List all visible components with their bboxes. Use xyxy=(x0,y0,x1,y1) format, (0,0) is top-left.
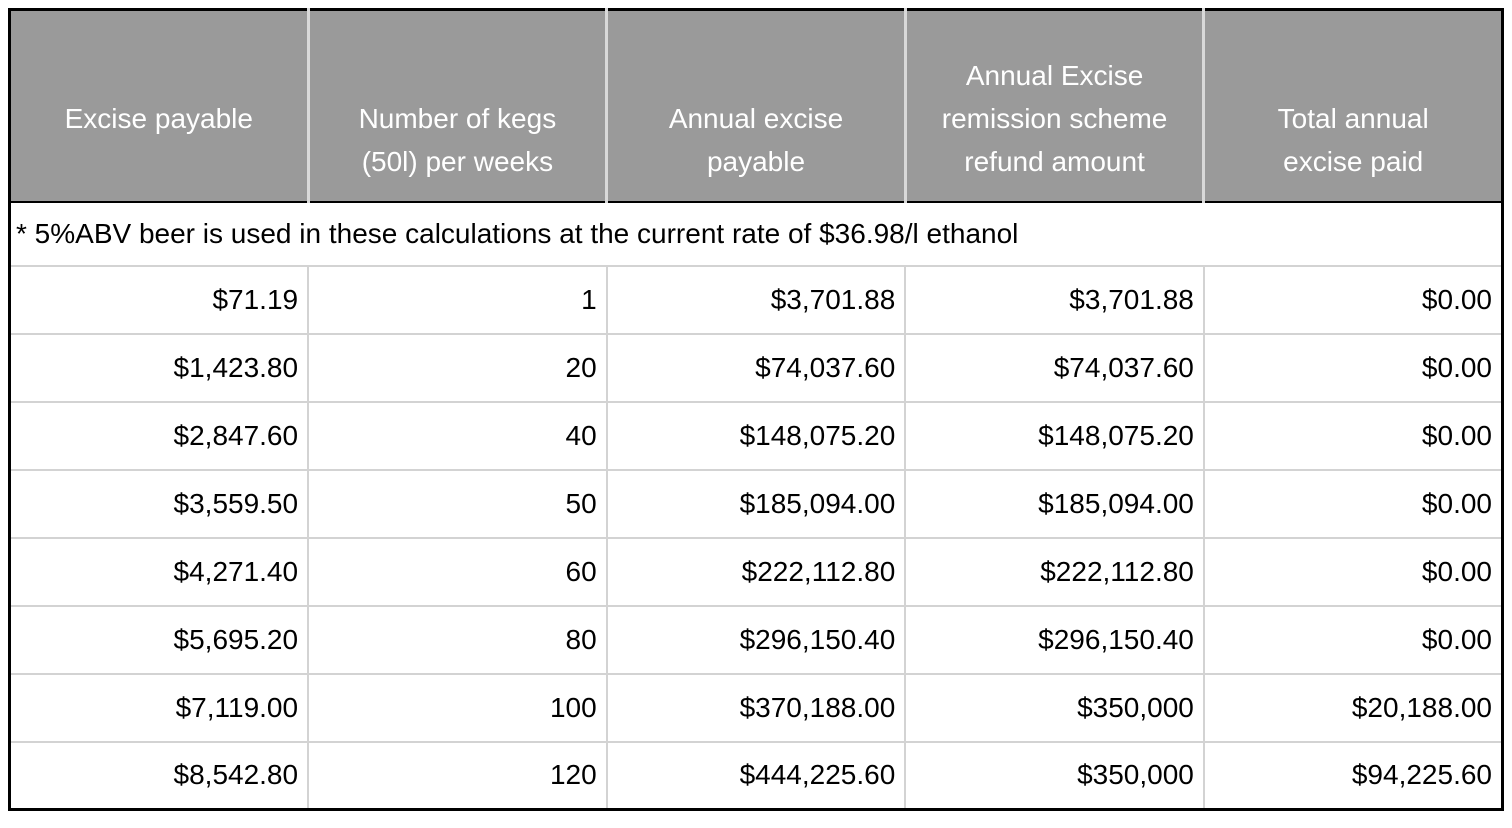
table-cell: $8,542.80 xyxy=(9,741,310,810)
table-cell: 1 xyxy=(308,265,608,335)
table-cell: $350,000 xyxy=(905,741,1205,810)
note-row: * 5%ABV beer is used in these calculatio… xyxy=(9,201,1503,267)
table-cell: 120 xyxy=(308,741,608,810)
table-cell: $0.00 xyxy=(1203,401,1503,471)
table-cell: $148,075.20 xyxy=(606,401,907,471)
table-cell: $2,847.60 xyxy=(9,401,310,471)
excise-table: Excise payable Number of kegs (50l) per … xyxy=(8,8,1504,811)
header-cell-number-of-kegs: Number of kegs (50l) per weeks xyxy=(308,9,609,203)
table-cell: $74,037.60 xyxy=(905,333,1205,403)
table-cell: $1,423.80 xyxy=(9,333,310,403)
table-cell: $0.00 xyxy=(1203,537,1503,607)
table-row: $8,542.80 120 $444,225.60 $350,000 $94,225.6… xyxy=(9,741,1503,810)
header-cell-annual-excise-payable: Annual excise payable xyxy=(606,9,907,203)
table-cell: $3,701.88 xyxy=(606,265,907,335)
table-cell: $20,188.00 xyxy=(1203,673,1503,743)
table-cell: $222,112.80 xyxy=(606,537,907,607)
table-cell: $3,559.50 xyxy=(9,469,310,539)
table-cell: $71.19 xyxy=(9,265,310,335)
table-cell: 50 xyxy=(308,469,608,539)
table-cell: $0.00 xyxy=(1203,333,1503,403)
header-row: Excise payable Number of kegs (50l) per … xyxy=(9,9,1503,203)
table-cell: $5,695.20 xyxy=(9,605,310,675)
table-cell: $3,701.88 xyxy=(905,265,1205,335)
table-cell: 100 xyxy=(308,673,608,743)
table-body: * 5%ABV beer is used in these calculatio… xyxy=(9,201,1503,810)
table-cell: 20 xyxy=(308,333,608,403)
table-cell: $350,000 xyxy=(905,673,1205,743)
table-row: $1,423.80 20 $74,037.60 $74,037.60 $0.00 xyxy=(9,333,1503,403)
table-cell: 80 xyxy=(308,605,608,675)
table-cell: $74,037.60 xyxy=(606,333,907,403)
table-cell: $148,075.20 xyxy=(905,401,1205,471)
table-cell: $4,271.40 xyxy=(9,537,310,607)
table-cell: 60 xyxy=(308,537,608,607)
table-cell: $296,150.40 xyxy=(905,605,1205,675)
table-cell: $7,119.00 xyxy=(9,673,310,743)
table-row: $3,559.50 50 $185,094.00 $185,094.00 $0.00 xyxy=(9,469,1503,539)
table-row: $2,847.60 40 $148,075.20 $148,075.20 $0.00 xyxy=(9,401,1503,471)
table-row: $71.19 1 $3,701.88 $3,701.88 $0.00 xyxy=(9,265,1503,335)
header-cell-remission-refund-amount: Annual Excise remission scheme refund am… xyxy=(905,9,1206,203)
table-cell: $0.00 xyxy=(1203,469,1503,539)
table-note: * 5%ABV beer is used in these calculatio… xyxy=(9,201,1503,267)
header-cell-total-annual-excise-paid: Total annual excise paid xyxy=(1203,9,1503,203)
table-cell: $222,112.80 xyxy=(905,537,1205,607)
table-cell: $444,225.60 xyxy=(606,741,907,810)
table-cell: $0.00 xyxy=(1203,605,1503,675)
table-cell: $0.00 xyxy=(1203,265,1503,335)
table-cell: $370,188.00 xyxy=(606,673,907,743)
table-cell: $94,225.60 xyxy=(1351,759,1492,791)
table-cell: $296,150.40 xyxy=(606,605,907,675)
table-row: $7,119.00 100 $370,188.00 $350,000 $20,188.0… xyxy=(9,673,1503,743)
table-cell: 40 xyxy=(308,401,608,471)
table-cell: $185,094.00 xyxy=(606,469,907,539)
table-cell: $185,094.00 xyxy=(905,469,1205,539)
table-row: $4,271.40 60 $222,112.80 $222,112.80 $0.00 xyxy=(9,537,1503,607)
table-row: $5,695.20 80 $296,150.40 $296,150.40 $0.00 xyxy=(9,605,1503,675)
header-cell-excise-payable: Excise payable xyxy=(9,9,310,203)
